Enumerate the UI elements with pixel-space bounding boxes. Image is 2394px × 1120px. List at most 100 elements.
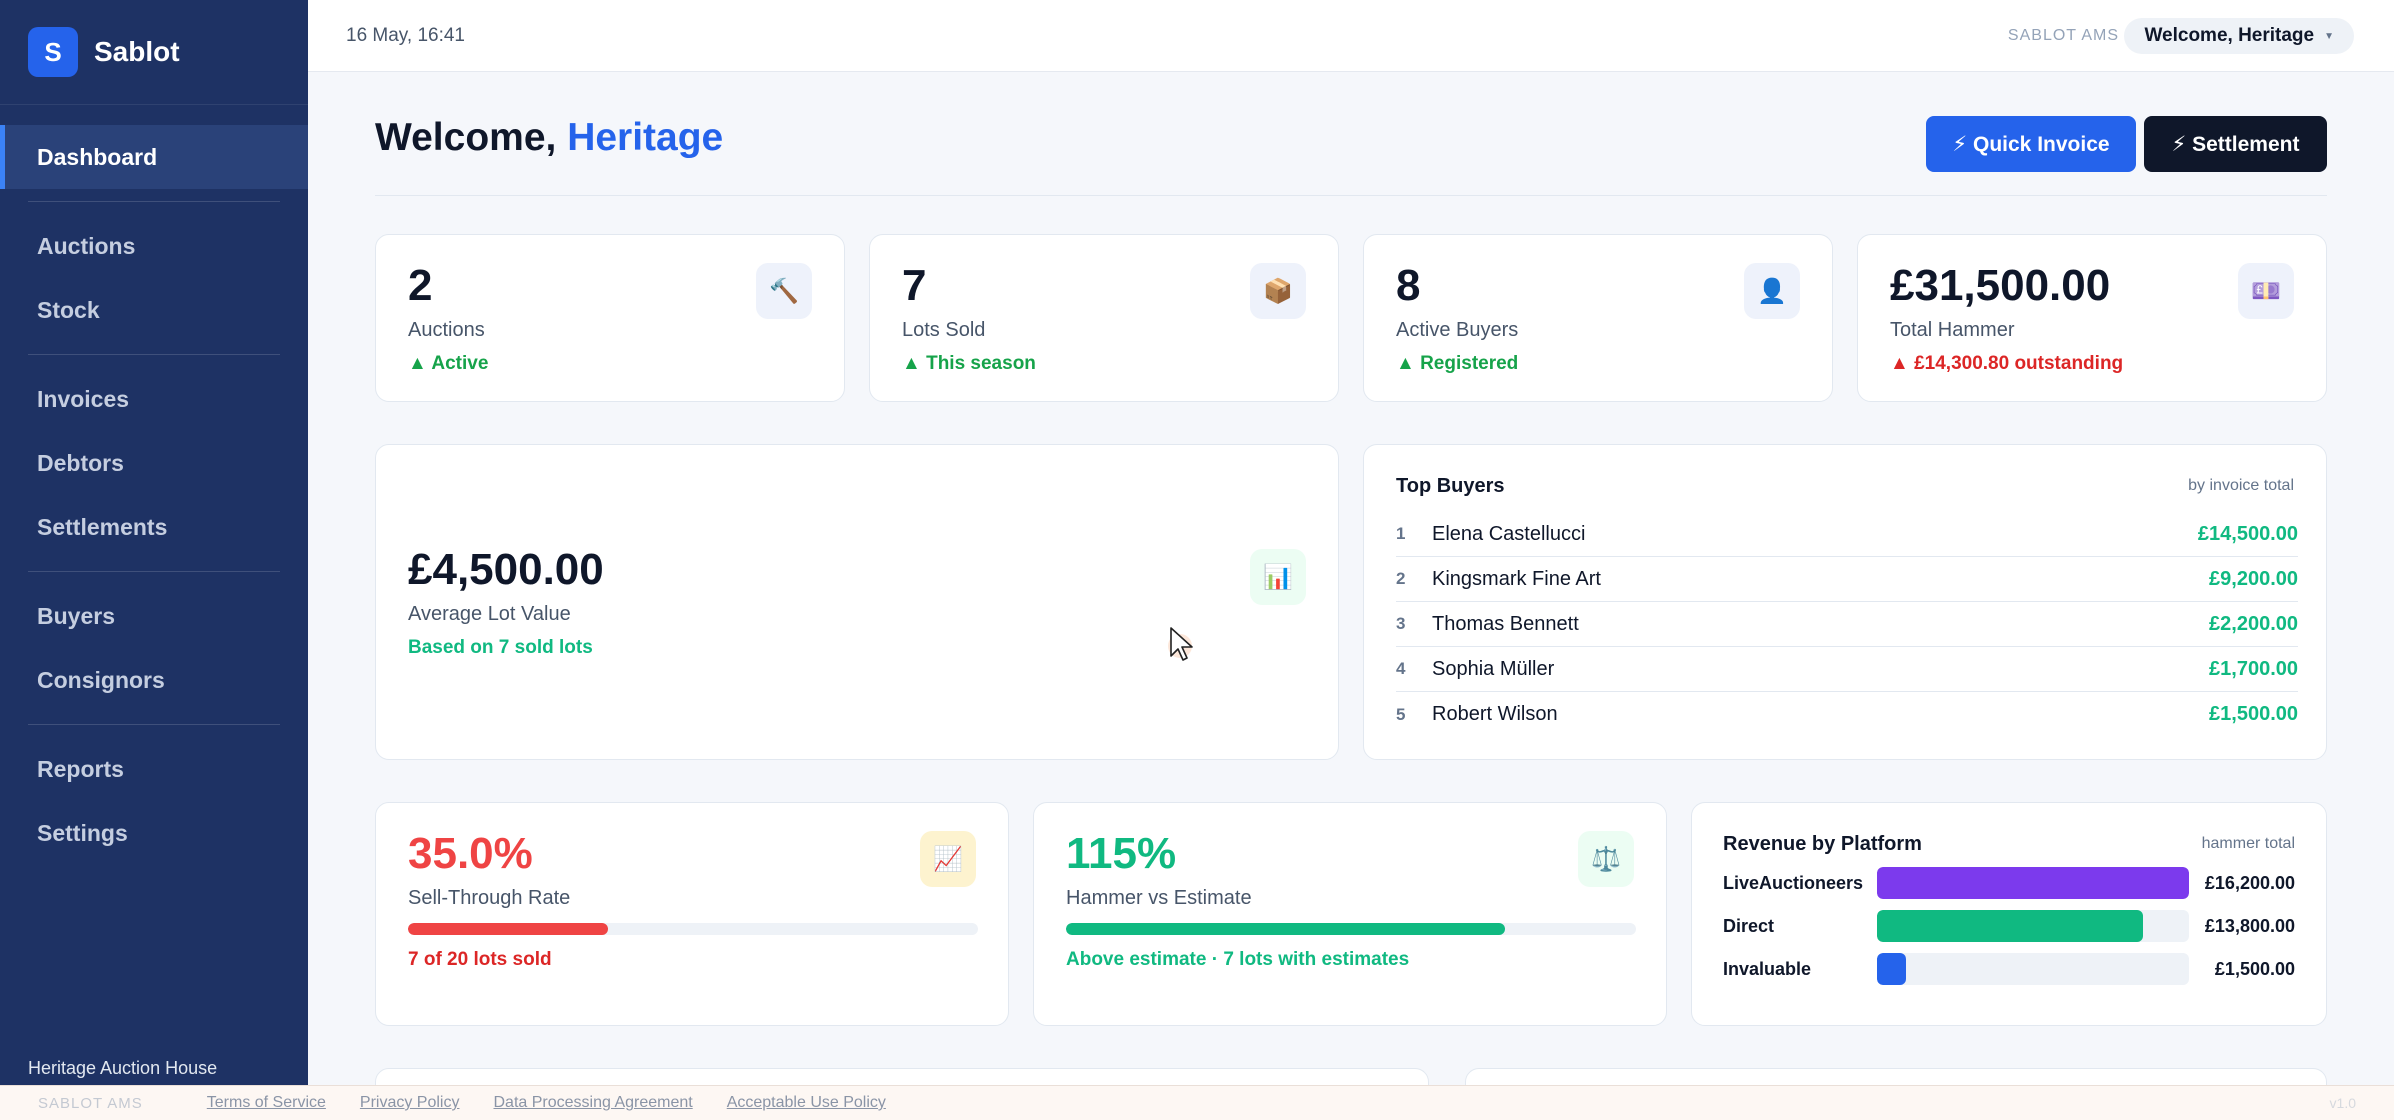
settlement-button[interactable]: ⚡ Settlement [2144, 116, 2327, 172]
platform-bar-track [1877, 867, 2189, 899]
user-menu-button[interactable]: Welcome, Heritage ▼ [2124, 18, 2354, 54]
hammer-estimate-progress-fill [1066, 923, 1505, 935]
kpi-value: 8 [1396, 261, 1421, 310]
version-label: v1.0 [2329, 1095, 2356, 1111]
platform-name: Direct [1723, 915, 1775, 936]
buyer-total: £9,200.00 [2209, 567, 2298, 590]
platform-bar [1877, 910, 2143, 942]
platform-value: £16,200.00 [2204, 872, 2295, 893]
buyer-rank: 4 [1396, 659, 1406, 678]
platform-name: Invaluable [1723, 958, 1812, 979]
platform-value: £1,500.00 [2214, 958, 2295, 979]
sidebar-item-consignors[interactable]: Consignors [37, 666, 165, 693]
platform-row[interactable]: LiveAuctioneers £16,200.00 [1723, 867, 2295, 899]
trend-chart-icon: 📈 [920, 831, 976, 887]
quick-invoice-button[interactable]: ⚡ Quick Invoice [1926, 116, 2136, 172]
aup-link[interactable]: Acceptable Use Policy [726, 1094, 886, 1111]
page-title: Welcome, Heritage [375, 116, 723, 160]
topbar: 16 May, 16:41 SABLOT AMS Welcome, Herita… [308, 0, 2394, 72]
sell-through-card[interactable]: 35.0% Sell-Through Rate 7 of 20 lots sol… [375, 802, 1009, 1026]
buyer-total: £1,700.00 [2209, 657, 2298, 680]
page-title-prefix: Welcome, [375, 116, 568, 159]
privacy-link[interactable]: Privacy Policy [359, 1094, 460, 1111]
buyer-rank: 3 [1396, 614, 1406, 633]
top-buyers-title: Top Buyers [1396, 475, 1505, 497]
kpi-value: 7 [902, 261, 927, 310]
buyer-name: Sophia Müller [1432, 657, 1555, 680]
table-row[interactable]: 1 Elena Castellucci £14,500.00 [1396, 512, 2298, 557]
nav-divider [28, 354, 280, 355]
brand-name: Sablot [94, 36, 180, 67]
kpi-card-lots-sold[interactable]: 7 Lots Sold ▲ This season 📦 [869, 234, 1339, 402]
sidebar-item-auctions[interactable]: Auctions [37, 232, 136, 259]
sidebar-item-settings[interactable]: Settings [37, 819, 128, 846]
revenue-platform-title: Revenue by Platform [1723, 833, 1922, 855]
buyer-name: Elena Castellucci [1432, 522, 1586, 545]
buyer-total: £1,500.00 [2209, 703, 2298, 725]
organization-name: Heritage Auction House [28, 1058, 218, 1078]
user-menu-label: Welcome, Heritage [2144, 25, 2315, 46]
sidebar-item-debtors[interactable]: Debtors [37, 449, 124, 476]
kpi-trend: ▲ Active [408, 353, 489, 374]
platform-row[interactable]: Invaluable £1,500.00 [1723, 953, 2295, 985]
platform-row[interactable]: Direct £13,800.00 [1723, 910, 2295, 942]
sell-through-progress [408, 923, 978, 935]
sidebar-item-buyers[interactable]: Buyers [37, 602, 115, 629]
nav-divider [28, 724, 280, 725]
buyer-name: Robert Wilson [1432, 703, 1558, 725]
sell-through-progress-fill [408, 923, 608, 935]
platform-bar-track [1877, 953, 2189, 985]
terms-link[interactable]: Terms of Service [206, 1094, 326, 1111]
sell-through-note: 7 of 20 lots sold [408, 949, 552, 970]
table-row[interactable]: 5 Robert Wilson £1,500.00 [1396, 692, 2298, 737]
table-row[interactable]: 4 Sophia Müller £1,700.00 [1396, 647, 2298, 692]
top-buyers-subtitle: by invoice total [2188, 477, 2294, 494]
app-label: SABLOT AMS [2007, 27, 2119, 44]
kpi-card-active-buyers[interactable]: 8 Active Buyers ▲ Registered 👤 [1363, 234, 1833, 402]
hammer-estimate-value: 115% [1066, 829, 1177, 878]
current-datetime: 16 May, 16:41 [346, 25, 466, 46]
chevron-down-icon: ▼ [2324, 30, 2334, 42]
sidebar-nav: Dashboard Auctions Stock Invoices Debtor… [0, 105, 308, 865]
brand[interactable]: S Sablot [0, 0, 308, 105]
kpi-label: Auctions [408, 319, 485, 341]
user-icon: 👤 [1744, 263, 1800, 319]
sidebar-item-dashboard[interactable]: Dashboard [0, 125, 308, 189]
sell-through-label: Sell-Through Rate [408, 887, 571, 909]
sidebar-item-stock[interactable]: Stock [37, 296, 100, 323]
dpa-link[interactable]: Data Processing Agreement [493, 1094, 693, 1111]
nav-divider [28, 571, 280, 572]
bar-chart-icon: 📊 [1250, 549, 1306, 605]
average-lot-card[interactable]: £4,500.00 Average Lot Value Based on 7 s… [375, 444, 1339, 760]
hammer-estimate-label: Hammer vs Estimate [1066, 887, 1252, 909]
buyer-name: Thomas Bennett [1432, 612, 1579, 635]
package-icon: 📦 [1250, 263, 1306, 319]
kpi-label: Lots Sold [902, 319, 986, 341]
table-row[interactable]: 3 Thomas Bennett £2,200.00 [1396, 602, 2298, 647]
platform-bar [1877, 953, 1906, 985]
table-row[interactable]: 2 Kingsmark Fine Art £9,200.00 [1396, 557, 2298, 602]
buyer-rank: 1 [1396, 524, 1406, 543]
hammer-estimate-card[interactable]: 115% Hammer vs Estimate Above estimate ·… [1033, 802, 1667, 1026]
sidebar-item-settlements[interactable]: Settlements [37, 513, 168, 540]
footer-app-label: SABLOT AMS [38, 1094, 143, 1112]
kpi-trend: ▲ This season [902, 353, 1036, 374]
sidebar-item-reports[interactable]: Reports [37, 755, 124, 782]
gavel-icon: 🔨 [756, 263, 812, 319]
scales-icon: ⚖️ [1578, 831, 1634, 887]
avg-lot-label: Average Lot Value [408, 603, 571, 625]
platform-bar-track [1877, 910, 2189, 942]
buyer-name: Kingsmark Fine Art [1432, 567, 1601, 590]
sidebar-item-invoices[interactable]: Invoices [37, 385, 130, 412]
brand-logo: S [28, 27, 78, 77]
revenue-platform-subtitle: hammer total [2201, 835, 2295, 852]
kpi-card-total-hammer[interactable]: £31,500.00 Total Hammer ▲ £14,300.80 out… [1857, 234, 2327, 402]
footer: SABLOT AMS Terms of Service Privacy Poli… [0, 1085, 2394, 1120]
kpi-card-auctions[interactable]: 2 Auctions ▲ Active 🔨 [375, 234, 845, 402]
page-title-name: Heritage [567, 116, 724, 159]
nav-divider [28, 201, 280, 202]
revenue-platform-card: Revenue by Platform hammer total LiveAuc… [1691, 802, 2327, 1026]
platform-name: LiveAuctioneers [1723, 872, 1864, 893]
hammer-estimate-note: Above estimate · 7 lots with estimates [1066, 949, 1410, 970]
avg-lot-note: Based on 7 sold lots [408, 637, 593, 658]
